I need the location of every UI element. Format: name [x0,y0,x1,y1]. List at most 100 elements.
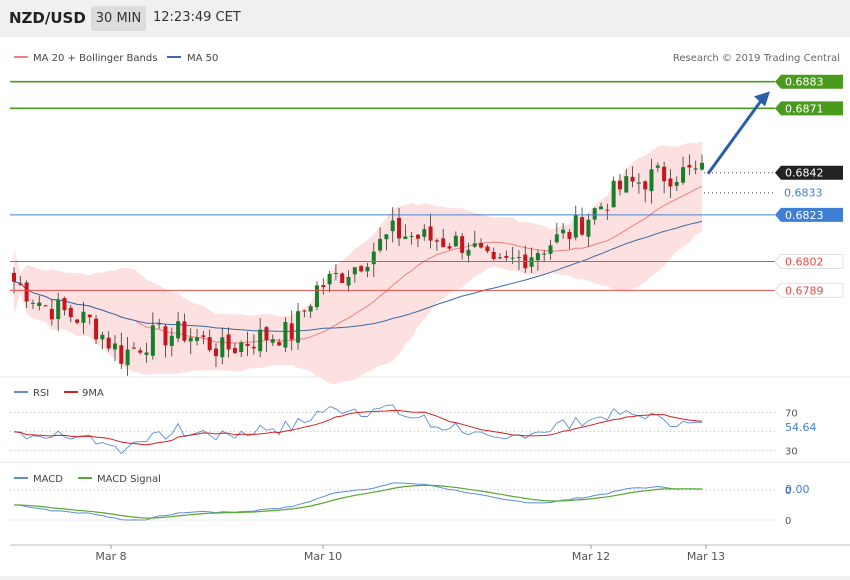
candle-body [239,342,244,353]
level-label: 0.6789 [785,284,824,297]
candle-body [119,345,124,364]
legend-label-macd-signal: MACD Signal [97,474,161,485]
candle-body [138,350,143,353]
candle-body [296,311,301,343]
rsi-layer: 70 30 54.64 [10,404,817,458]
levels-layer: 0.6883 0.6871 0.6842 0.6833 0.6823 0.6802 0.67… [10,74,844,298]
level-tag [775,207,843,222]
candle-body [472,243,477,247]
candle-body [491,251,496,260]
header-bar: NZD/USD 30 MIN 12:23:49 CET [0,0,850,37]
candle-body [157,323,162,325]
candle-body [567,231,572,239]
candle-body [561,229,566,234]
candle-body [195,337,200,341]
candle-body [460,236,465,253]
candle-body [81,311,86,323]
candle-body [668,178,673,187]
candle-body [264,327,269,341]
forecast-layer [706,91,770,175]
candle-body [43,305,48,307]
candle-body [213,348,218,357]
level-label: 0.6871 [785,102,824,115]
candle-body [270,339,275,343]
candle-body [24,282,29,302]
candle-body [630,176,635,182]
bollinger-band-layer [13,141,703,385]
candle-body [504,255,509,258]
candle-body [176,321,181,339]
candle-body [428,226,433,241]
candle-body [403,236,408,239]
candle-body [314,285,319,308]
level-label: 0.6842 [785,167,824,180]
candle-body [397,217,402,239]
candle-body [447,246,452,249]
candle-body [106,337,111,349]
candle-body [283,322,288,348]
candle-body [277,342,282,346]
candle-body [573,214,578,238]
candle-body [308,306,313,312]
candle-body [302,310,307,312]
candle-body [687,165,692,168]
level-label: 0.6883 [785,76,824,89]
candle-body [365,266,370,272]
candle-body [674,181,679,186]
candle-body [529,257,534,267]
candle-body [636,182,641,184]
candle-body [125,349,130,366]
timeframe-button[interactable]: 30 MIN [91,6,146,31]
candle-body [144,352,149,355]
candle-body [378,238,383,251]
candle-body [700,162,704,170]
currency-pair: NZD/USD [9,9,86,27]
candle-body [220,337,225,358]
candle-body [485,246,490,252]
candle-body [535,253,540,261]
x-tick-label: Mar 8 [95,550,126,563]
candle-body [188,337,193,342]
candle-body [18,283,23,285]
candle-body [150,325,155,356]
candle-body [87,314,92,318]
candle-body [62,298,67,311]
candle-body [340,273,345,284]
price-chart[interactable]: MA 20 + Bollinger Bands MA 50 Research ©… [0,37,850,576]
candle-body [251,346,256,349]
candle-body [586,219,591,237]
candle-body [201,335,206,337]
candle-body [510,257,515,259]
level-tag [775,165,843,180]
candle-body [592,208,597,220]
candle-body [434,240,439,242]
candle-body [346,276,351,286]
x-tick-label: Mar 13 [687,550,725,563]
legend-label-macd: MACD [33,474,63,485]
candle-body [258,329,263,352]
rsi-ma-line [13,409,703,446]
level-label: 0.6802 [785,255,824,268]
candle-body [580,217,585,235]
x-tick-label: Mar 12 [572,550,610,563]
candle-body [453,235,458,247]
copyright-text: Research © 2019 Trading Central [673,53,840,64]
candle-body [649,169,654,192]
candle-body [37,302,42,307]
rsi-level-label: 70 [785,409,798,420]
macd-value-label: 0.00 [785,483,810,496]
candle-body [611,180,616,208]
clock-time: 12:23:49 CET [153,10,241,25]
candle-body [605,209,610,211]
candle-body [599,206,604,210]
candle-body [466,249,471,256]
level-tag [775,74,843,89]
x-axis: Mar 8 Mar 10 Mar 12 Mar 13 [95,545,725,563]
candle-body [548,245,553,254]
candle-body [327,273,332,285]
candle-body [384,234,389,240]
candle-body [112,343,117,350]
x-tick-label: Mar 10 [304,550,342,563]
candle-body [655,165,660,168]
macd-line [13,482,702,521]
